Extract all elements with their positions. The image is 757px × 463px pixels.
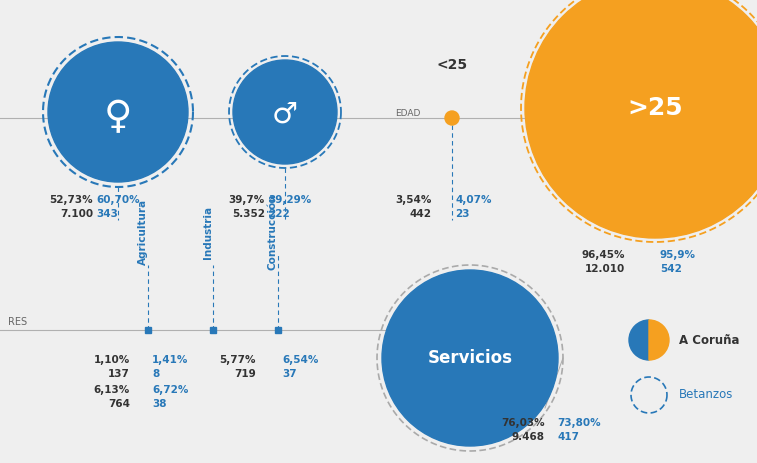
Text: 37: 37: [282, 369, 297, 379]
Text: 542: 542: [660, 264, 682, 274]
Text: <25: <25: [437, 58, 468, 72]
Text: 4,07%: 4,07%: [455, 195, 491, 205]
Circle shape: [525, 0, 757, 238]
Text: 5.352: 5.352: [232, 209, 265, 219]
Text: 8: 8: [152, 369, 159, 379]
Text: 52,73%: 52,73%: [49, 195, 93, 205]
Text: 60,70%: 60,70%: [96, 195, 139, 205]
Text: 417: 417: [557, 432, 579, 442]
Text: 73,80%: 73,80%: [557, 418, 600, 428]
Text: 9.468: 9.468: [512, 432, 545, 442]
Text: EDAD: EDAD: [395, 108, 420, 118]
Circle shape: [382, 270, 558, 446]
Text: 719: 719: [234, 369, 256, 379]
Text: Industria: Industria: [203, 206, 213, 258]
Text: 6,72%: 6,72%: [152, 385, 188, 395]
Text: 137: 137: [108, 369, 130, 379]
Text: 6,54%: 6,54%: [282, 355, 319, 365]
Text: 1,10%: 1,10%: [94, 355, 130, 365]
Wedge shape: [649, 320, 669, 360]
Text: ♀: ♀: [104, 98, 132, 136]
Text: Betanzos: Betanzos: [679, 388, 734, 401]
Text: 39,7%: 39,7%: [229, 195, 265, 205]
Text: 442: 442: [410, 209, 432, 219]
Text: 38: 38: [152, 399, 167, 409]
Text: 7.100: 7.100: [60, 209, 93, 219]
Text: 95,9%: 95,9%: [660, 250, 696, 260]
Circle shape: [445, 111, 459, 125]
Text: 764: 764: [108, 399, 130, 409]
Text: Construcción: Construcción: [268, 194, 278, 270]
Text: 12.010: 12.010: [584, 264, 625, 274]
Text: 1,41%: 1,41%: [152, 355, 188, 365]
Text: 39,29%: 39,29%: [268, 195, 311, 205]
Text: 3,54%: 3,54%: [396, 195, 432, 205]
Text: 96,45%: 96,45%: [581, 250, 625, 260]
Text: Agricultura: Agricultura: [138, 199, 148, 265]
Text: ♂: ♂: [272, 101, 298, 129]
Text: 76,03%: 76,03%: [501, 418, 545, 428]
Text: 5,77%: 5,77%: [220, 355, 256, 365]
Circle shape: [233, 60, 337, 164]
Wedge shape: [629, 320, 649, 360]
Text: 23: 23: [455, 209, 469, 219]
Text: A Coruña: A Coruña: [679, 333, 740, 346]
Text: Servicios: Servicios: [428, 349, 512, 367]
Circle shape: [48, 42, 188, 182]
Text: 6,13%: 6,13%: [94, 385, 130, 395]
Text: >25: >25: [628, 96, 683, 120]
Text: RES: RES: [8, 317, 27, 327]
Text: 222: 222: [268, 209, 290, 219]
Text: 343: 343: [96, 209, 118, 219]
